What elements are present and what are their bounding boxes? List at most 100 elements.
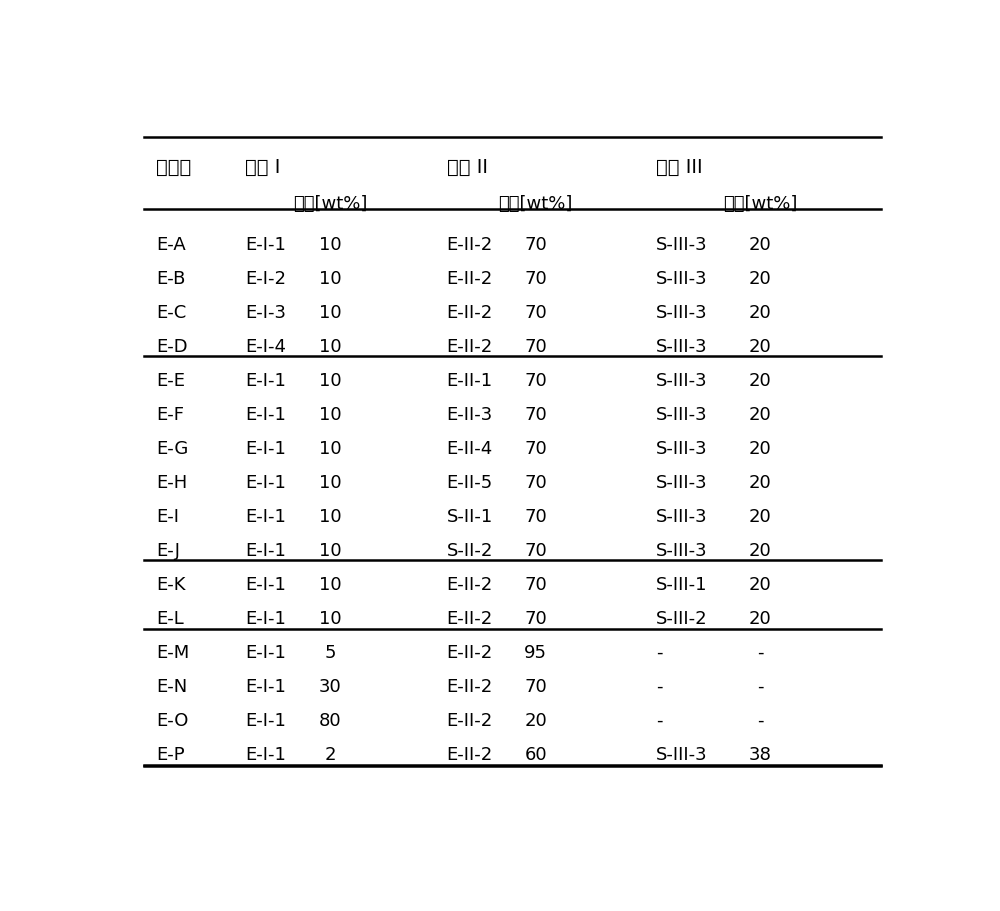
Text: E-I-1: E-I-1 xyxy=(245,474,286,492)
Text: S-III-3: S-III-3 xyxy=(656,405,708,424)
Text: E-II-4: E-II-4 xyxy=(447,440,493,457)
Text: E-I-1: E-I-1 xyxy=(245,746,286,764)
Text: E-I-1: E-I-1 xyxy=(245,372,286,390)
Text: E-I-1: E-I-1 xyxy=(245,542,286,559)
Text: 含量[wt%]: 含量[wt%] xyxy=(499,195,573,213)
Text: S-III-3: S-III-3 xyxy=(656,338,708,355)
Text: 10: 10 xyxy=(319,236,342,253)
Text: 80: 80 xyxy=(319,711,342,730)
Text: 2: 2 xyxy=(325,746,336,764)
Text: 20: 20 xyxy=(749,236,772,253)
Text: E-II-2: E-II-2 xyxy=(447,338,493,355)
Text: E-I-1: E-I-1 xyxy=(245,405,286,424)
Text: 实施例: 实施例 xyxy=(156,159,191,178)
Text: E-II-2: E-II-2 xyxy=(447,236,493,253)
Text: 60: 60 xyxy=(524,746,547,764)
Text: E-II-2: E-II-2 xyxy=(447,711,493,730)
Text: E-I-1: E-I-1 xyxy=(245,440,286,457)
Text: S-III-3: S-III-3 xyxy=(656,270,708,288)
Text: E-D: E-D xyxy=(156,338,188,355)
Text: 20: 20 xyxy=(749,405,772,424)
Text: 20: 20 xyxy=(749,507,772,526)
Text: 95: 95 xyxy=(524,644,547,661)
Text: 20: 20 xyxy=(749,576,772,594)
Text: 70: 70 xyxy=(524,576,547,594)
Text: 含量[wt%]: 含量[wt%] xyxy=(723,195,798,213)
Text: E-N: E-N xyxy=(156,678,187,696)
Text: E-II-2: E-II-2 xyxy=(447,609,493,628)
Text: E-I: E-I xyxy=(156,507,179,526)
Text: 10: 10 xyxy=(319,474,342,492)
Text: 10: 10 xyxy=(319,405,342,424)
Text: 70: 70 xyxy=(524,609,547,628)
Text: -: - xyxy=(757,644,764,661)
Text: E-I-1: E-I-1 xyxy=(245,644,286,661)
Text: -: - xyxy=(757,678,764,696)
Text: E-A: E-A xyxy=(156,236,186,253)
Text: 38: 38 xyxy=(749,746,772,764)
Text: E-E: E-E xyxy=(156,372,185,390)
Text: E-II-2: E-II-2 xyxy=(447,576,493,594)
Text: 10: 10 xyxy=(319,542,342,559)
Text: 70: 70 xyxy=(524,542,547,559)
Text: 20: 20 xyxy=(749,474,772,492)
Text: S-III-3: S-III-3 xyxy=(656,303,708,322)
Text: -: - xyxy=(656,644,662,661)
Text: 20: 20 xyxy=(749,542,772,559)
Text: E-I-1: E-I-1 xyxy=(245,236,286,253)
Text: E-M: E-M xyxy=(156,644,189,661)
Text: 70: 70 xyxy=(524,372,547,390)
Text: S-III-3: S-III-3 xyxy=(656,372,708,390)
Text: S-III-3: S-III-3 xyxy=(656,746,708,764)
Text: 10: 10 xyxy=(319,338,342,355)
Text: 组分 I: 组分 I xyxy=(245,159,280,178)
Text: E-I-4: E-I-4 xyxy=(245,338,286,355)
Text: 10: 10 xyxy=(319,303,342,322)
Text: 20: 20 xyxy=(749,372,772,390)
Text: E-I-1: E-I-1 xyxy=(245,711,286,730)
Text: S-III-2: S-III-2 xyxy=(656,609,708,628)
Text: E-H: E-H xyxy=(156,474,187,492)
Text: 10: 10 xyxy=(319,372,342,390)
Text: 70: 70 xyxy=(524,270,547,288)
Text: S-III-3: S-III-3 xyxy=(656,236,708,253)
Text: E-F: E-F xyxy=(156,405,184,424)
Text: 70: 70 xyxy=(524,236,547,253)
Text: 30: 30 xyxy=(319,678,342,696)
Text: E-I-3: E-I-3 xyxy=(245,303,286,322)
Text: E-II-5: E-II-5 xyxy=(447,474,493,492)
Text: 10: 10 xyxy=(319,507,342,526)
Text: E-L: E-L xyxy=(156,609,184,628)
Text: E-I-1: E-I-1 xyxy=(245,678,286,696)
Text: E-II-2: E-II-2 xyxy=(447,644,493,661)
Text: 组分 II: 组分 II xyxy=(447,159,488,178)
Text: 70: 70 xyxy=(524,474,547,492)
Text: E-II-1: E-II-1 xyxy=(447,372,493,390)
Text: E-P: E-P xyxy=(156,746,185,764)
Text: -: - xyxy=(757,711,764,730)
Text: 10: 10 xyxy=(319,609,342,628)
Text: 20: 20 xyxy=(749,303,772,322)
Text: S-III-3: S-III-3 xyxy=(656,474,708,492)
Text: 20: 20 xyxy=(749,609,772,628)
Text: 70: 70 xyxy=(524,507,547,526)
Text: E-I-1: E-I-1 xyxy=(245,609,286,628)
Text: E-II-3: E-II-3 xyxy=(447,405,493,424)
Text: 20: 20 xyxy=(749,338,772,355)
Text: E-II-2: E-II-2 xyxy=(447,746,493,764)
Text: S-II-2: S-II-2 xyxy=(447,542,493,559)
Text: S-III-3: S-III-3 xyxy=(656,542,708,559)
Text: -: - xyxy=(656,678,662,696)
Text: 组分 III: 组分 III xyxy=(656,159,702,178)
Text: 10: 10 xyxy=(319,440,342,457)
Text: 70: 70 xyxy=(524,440,547,457)
Text: E-C: E-C xyxy=(156,303,186,322)
Text: 10: 10 xyxy=(319,576,342,594)
Text: E-B: E-B xyxy=(156,270,185,288)
Text: E-I-1: E-I-1 xyxy=(245,576,286,594)
Text: E-II-2: E-II-2 xyxy=(447,270,493,288)
Text: 含量[wt%]: 含量[wt%] xyxy=(293,195,368,213)
Text: E-I-1: E-I-1 xyxy=(245,507,286,526)
Text: 70: 70 xyxy=(524,338,547,355)
Text: -: - xyxy=(656,711,662,730)
